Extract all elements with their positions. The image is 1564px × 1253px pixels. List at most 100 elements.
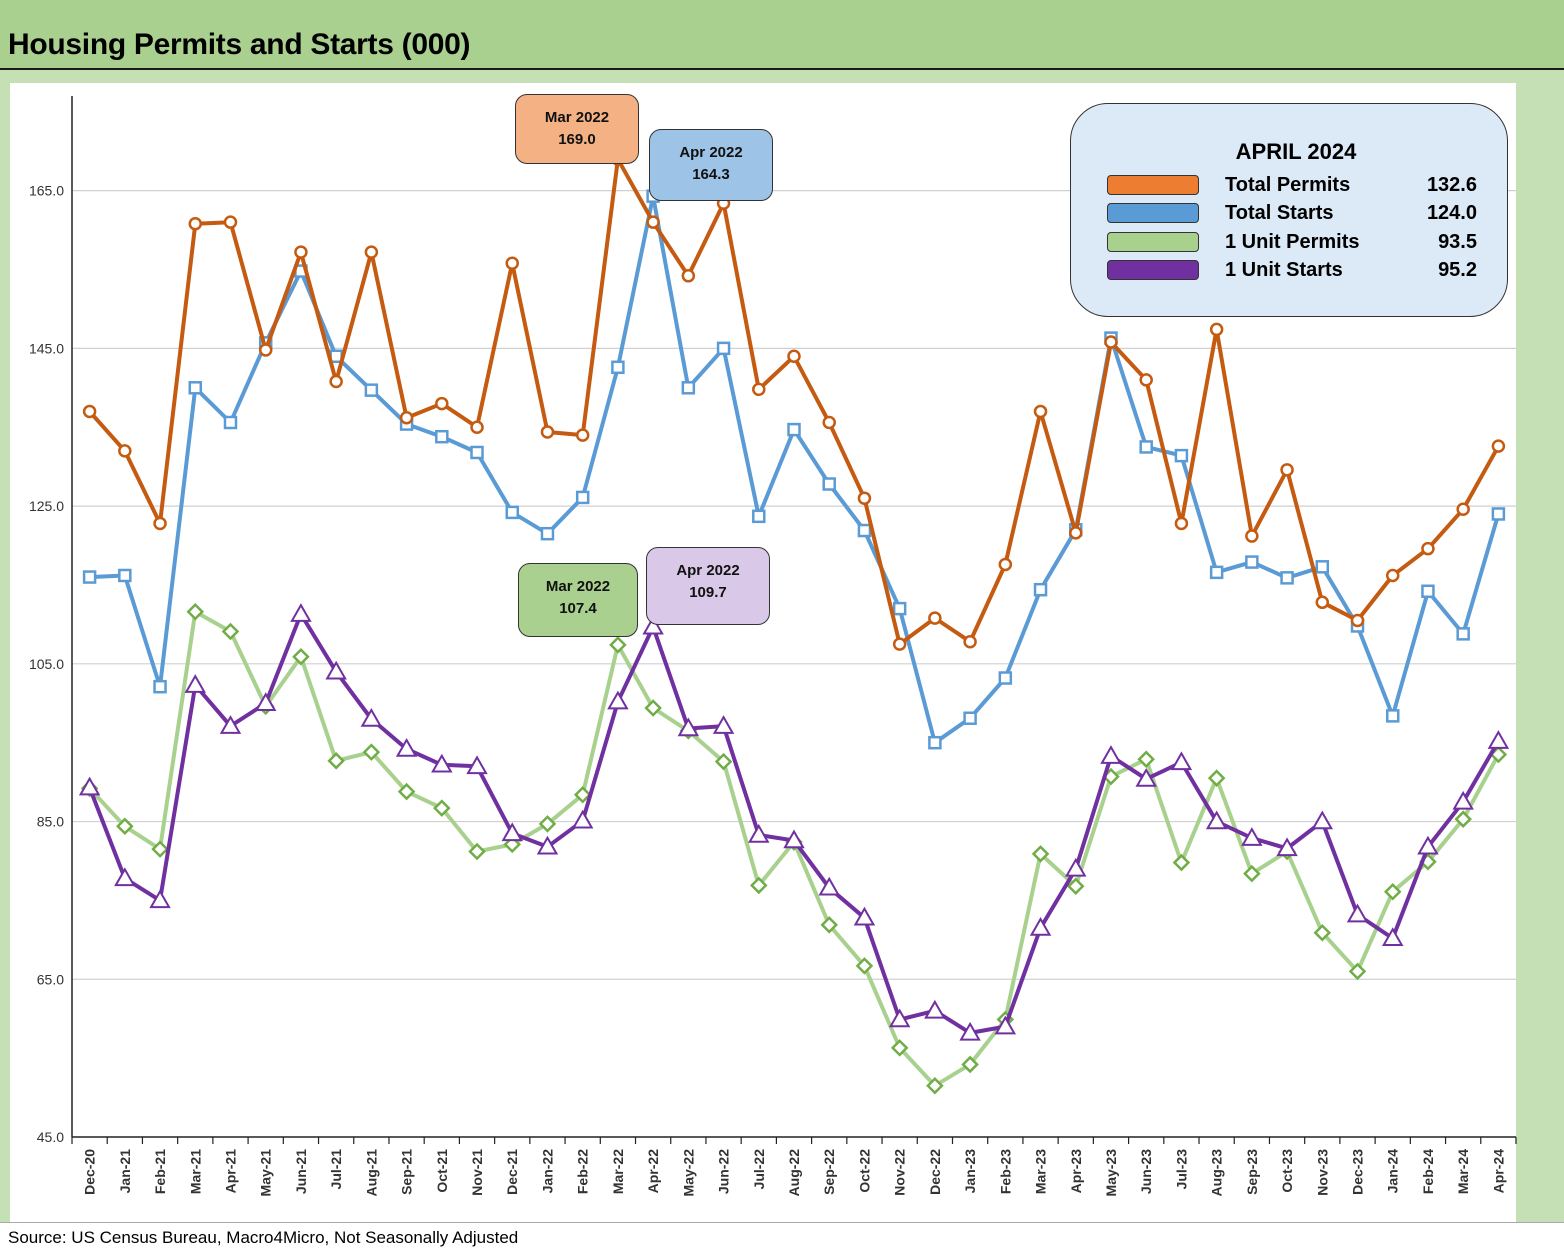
data-point — [677, 717, 700, 737]
data-point — [1209, 565, 1224, 580]
data-point — [1174, 516, 1189, 531]
data-point — [254, 692, 277, 711]
data-point — [822, 477, 836, 491]
x-tick-label: Jun-22 — [716, 1149, 732, 1194]
data-point — [607, 690, 629, 710]
data-point — [149, 889, 171, 909]
data-point — [994, 1015, 1017, 1035]
data-point — [1033, 404, 1048, 419]
data-point — [1245, 555, 1259, 569]
x-tick-label: Aug-23 — [1209, 1149, 1225, 1197]
legend-swatch — [1107, 232, 1199, 252]
data-point — [1137, 750, 1155, 769]
legend-label: Total Permits — [1225, 174, 1351, 196]
y-tick-label: 105.0 — [29, 656, 64, 672]
data-point — [1454, 810, 1472, 828]
x-tick-label: Apr-24 — [1490, 1149, 1506, 1194]
data-point — [1207, 769, 1226, 787]
data-point — [435, 396, 449, 411]
data-point — [1421, 584, 1435, 599]
data-point — [818, 876, 840, 896]
data-point — [1170, 751, 1193, 771]
data-point — [258, 343, 273, 357]
legend-title: APRIL 2024 — [1235, 139, 1357, 164]
x-tick-label: May-21 — [258, 1149, 274, 1197]
legend-value: 124.0 — [1426, 202, 1477, 224]
data-point — [1029, 916, 1052, 936]
callout-apr-2022-1-unit-starts: Apr 2022 109.7 — [646, 547, 770, 625]
data-point — [822, 415, 836, 430]
data-point — [575, 490, 590, 505]
data-point — [959, 1021, 981, 1041]
data-point — [1456, 502, 1470, 516]
footer: Source: US Census Bureau, Macro4Micro, N… — [0, 1222, 1564, 1253]
y-tick-label: 165.0 — [29, 183, 64, 199]
x-tick-label: Mar-24 — [1455, 1149, 1471, 1194]
data-point — [82, 404, 97, 419]
data-point — [575, 428, 590, 442]
data-point — [1280, 571, 1294, 585]
data-point — [505, 256, 519, 270]
data-point — [888, 1008, 911, 1028]
x-tick-label: Jun-23 — [1138, 1149, 1154, 1194]
data-point — [397, 782, 416, 801]
data-point — [573, 785, 592, 804]
x-tick-label: Feb-23 — [997, 1149, 1013, 1194]
data-point — [540, 526, 555, 541]
data-point — [1385, 709, 1400, 723]
legend-swatch — [1107, 175, 1199, 195]
data-point — [644, 699, 662, 717]
data-point — [924, 999, 946, 1019]
legend-label: 1 Unit Starts — [1225, 259, 1343, 281]
data-point — [820, 916, 838, 934]
axes: 45.0 65.0 85.0 105.0 125.0 145.0 165.0 Dec-20 Ja… — [29, 96, 1517, 1197]
callout-date: Mar 2022 — [545, 578, 611, 595]
data-point — [294, 245, 308, 259]
data-point — [360, 708, 383, 727]
legend-value: 95.2 — [1438, 259, 1477, 281]
y-tick-label: 85.0 — [37, 814, 64, 830]
data-point — [998, 557, 1013, 572]
legend-label: Total Starts — [1225, 202, 1334, 224]
data-point — [714, 752, 733, 771]
data-point — [928, 611, 942, 625]
gridlines — [72, 190, 1516, 980]
source-note: Source: US Census Bureau, Macro4Micro, N… — [8, 1228, 519, 1247]
x-tick-label: Mar-22 — [610, 1149, 626, 1194]
x-tick-label: Dec-20 — [82, 1149, 98, 1195]
data-point — [82, 570, 97, 584]
data-point — [118, 568, 132, 583]
data-point — [750, 876, 768, 895]
data-point — [433, 799, 451, 817]
data-point — [118, 444, 132, 458]
legend-item-total-starts: Total Starts 124.0 — [1107, 202, 1487, 225]
x-tick-label: Mar-23 — [1033, 1149, 1049, 1194]
data-point — [1066, 877, 1085, 895]
data-point — [501, 822, 523, 842]
data-point — [681, 381, 696, 395]
data-point — [963, 634, 977, 649]
data-point — [1417, 835, 1439, 855]
data-point — [186, 603, 205, 621]
x-tick-label: Apr-23 — [1068, 1149, 1084, 1194]
x-tick-label: Oct-23 — [1279, 1149, 1295, 1193]
data-point — [1487, 730, 1510, 749]
legend-item-total-permits: Total Permits 132.6 — [1107, 174, 1487, 197]
legend-item-1-unit-starts: 1 Unit Starts 95.2 — [1107, 259, 1487, 282]
data-point — [1385, 568, 1400, 583]
x-tick-label: Oct-22 — [856, 1149, 872, 1193]
data-point — [1313, 923, 1332, 942]
data-point — [571, 809, 594, 829]
callout-value: 109.7 — [689, 584, 727, 601]
data-point — [1205, 810, 1228, 830]
callout-value: 164.3 — [692, 166, 730, 183]
data-point — [783, 829, 805, 849]
data-point — [466, 755, 488, 775]
data-point — [78, 776, 101, 796]
series-layer — [78, 152, 1510, 1095]
x-tick-label: Jul-21 — [328, 1149, 344, 1190]
page-title: Housing Permits and Starts (000) — [8, 28, 471, 61]
data-point — [540, 425, 555, 439]
x-tick-label: Nov-21 — [469, 1149, 485, 1196]
data-point — [646, 215, 660, 229]
